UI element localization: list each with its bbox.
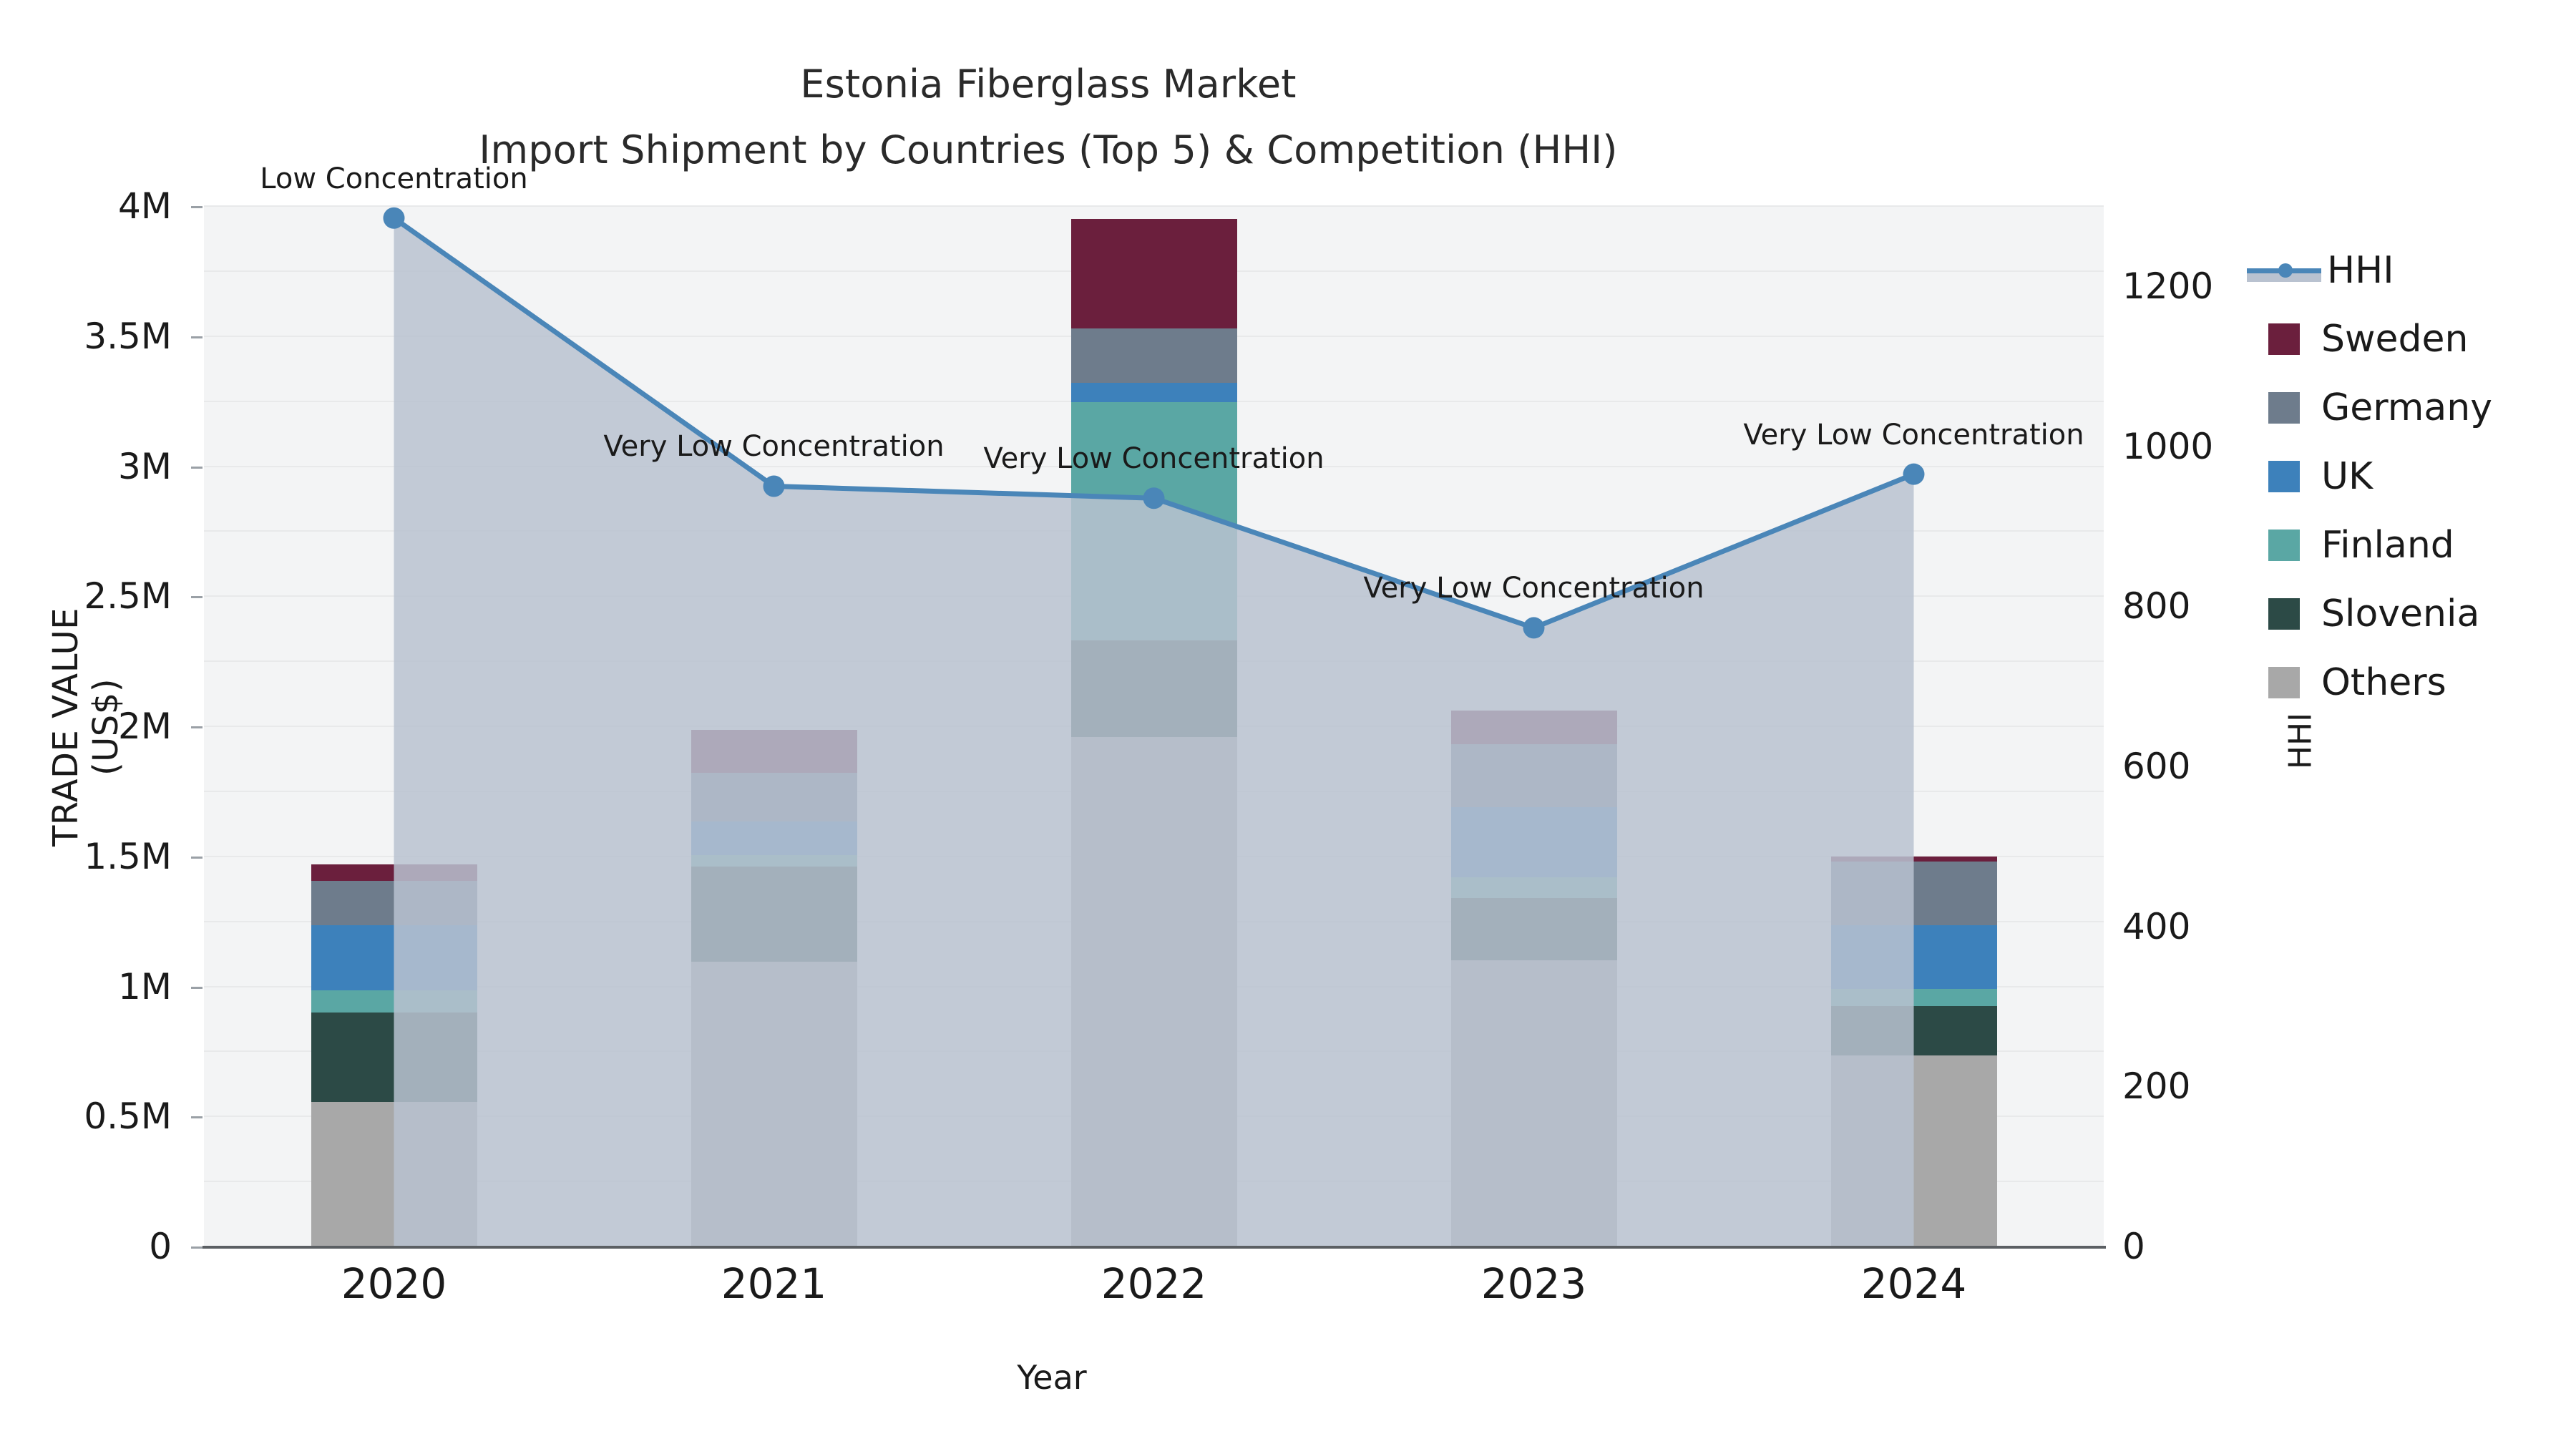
x-axis-line (203, 1246, 2106, 1249)
y-axis-left-tickmark (191, 596, 203, 599)
hhi-annotation-label: Low Concentration (260, 162, 528, 195)
hhi-annotation-label: Very Low Concentration (603, 430, 945, 464)
legend-item-label: HHI (2327, 249, 2394, 292)
y-axis-right-tick-label: 0 (2122, 1226, 2145, 1267)
legend-color-swatch (2268, 598, 2300, 630)
x-axis-tick-label: 2023 (1480, 1259, 1587, 1308)
legend-item-label: Finland (2321, 524, 2454, 567)
legend-color-swatch (2268, 323, 2300, 355)
y-axis-right-tick-label: 400 (2122, 905, 2191, 947)
legend-item-finland[interactable]: Finland (2268, 511, 2569, 580)
legend-item-slovenia[interactable]: Slovenia (2268, 580, 2569, 648)
x-axis-tick-label: 2021 (721, 1259, 827, 1308)
hhi-line-svg (383, 207, 1925, 1246)
legend-item-hhi[interactable]: HHI (2247, 236, 2569, 305)
legend-item-label: Germany (2321, 386, 2493, 429)
legend-color-swatch (2268, 461, 2300, 492)
chart-title-line-2: Import Shipment by Countries (Top 5) & C… (479, 127, 1618, 172)
y-axis-right-tick-label: 1200 (2122, 265, 2214, 307)
hhi-data-point[interactable] (383, 207, 405, 229)
x-axis-tick-label: 2020 (341, 1259, 447, 1308)
y-axis-left-tick-label: 3M (118, 445, 172, 487)
chart-legend: HHI Sweden Germany UK Finland Slovenia Others (2247, 236, 2569, 717)
y-axis-left-label: TRADE VALUE (US$) (46, 607, 126, 847)
legend-line-icon (2247, 255, 2321, 286)
hhi-annotation-label: Very Low Concentration (983, 442, 1324, 476)
y-axis-left-tickmark (191, 336, 203, 338)
legend-item-label: Sweden (2321, 318, 2469, 361)
hhi-area-and-line (204, 206, 2104, 1246)
y-axis-left-tick-label: 1.5M (84, 835, 172, 877)
bar-segment[interactable] (1070, 383, 1237, 403)
legend-item-label: UK (2321, 455, 2373, 498)
plot-area: Low Concentration Very Low Concentration V… (204, 162, 2104, 1247)
y-axis-left-tick-label: 1M (118, 965, 172, 1008)
hhi-data-point[interactable] (1903, 463, 1925, 485)
y-axis-right-tick-label: 200 (2122, 1065, 2191, 1108)
hhi-data-point[interactable] (1143, 487, 1165, 509)
y-axis-left-tickmark (191, 1246, 203, 1249)
y-axis-left-tick-label: 2.5M (84, 575, 172, 618)
y-axis-right-tick-label: 1000 (2122, 425, 2214, 467)
y-axis-left-tickmark (191, 856, 203, 859)
y-axis-right-tick-label: 600 (2122, 745, 2191, 787)
legend-item-label: Slovenia (2321, 592, 2480, 635)
y-axis-right-tick-label: 800 (2122, 585, 2191, 628)
legend-color-swatch (2268, 530, 2300, 561)
y-axis-left-tickmark (191, 466, 203, 469)
y-axis-left-tick-label: 0 (149, 1226, 172, 1267)
x-axis-label: Year (1017, 1358, 1087, 1397)
legend-item-uk[interactable]: UK (2268, 442, 2569, 511)
y-axis-left-tickmark (191, 986, 203, 989)
legend-item-others[interactable]: Others (2268, 648, 2569, 717)
y-axis-left-tick-label: 2M (118, 706, 172, 747)
y-axis-left-tickmark (191, 1116, 203, 1119)
hhi-area-fill (394, 218, 1914, 1246)
y-axis-left-tickmark (191, 726, 203, 728)
hhi-data-point[interactable] (763, 475, 785, 497)
y-axis-left-tick-label: 4M (118, 185, 172, 227)
y-axis-left-tick-label: 0.5M (84, 1096, 172, 1138)
y-axis-left-tick-label: 3.5M (84, 315, 172, 357)
hhi-data-point[interactable] (1523, 617, 1545, 639)
bar-segment[interactable] (1070, 219, 1237, 328)
y-axis-left-tickmark (191, 206, 203, 208)
x-axis-tick-label: 2022 (1101, 1259, 1207, 1308)
hhi-annotation-label: Very Low Concentration (1363, 572, 1704, 605)
hhi-annotation-label: Very Low Concentration (1743, 418, 2084, 452)
legend-color-swatch (2268, 392, 2300, 424)
x-axis-tick-label: 2024 (1860, 1259, 1967, 1308)
legend-color-swatch (2268, 667, 2300, 698)
legend-item-germany[interactable]: Germany (2268, 374, 2569, 442)
legend-item-label: Others (2321, 661, 2446, 704)
chart-title: Estonia Fiberglass Market Import Shipmen… (0, 52, 2097, 183)
legend-item-sweden[interactable]: Sweden (2268, 305, 2569, 374)
chart-title-line-1: Estonia Fiberglass Market (800, 62, 1297, 107)
bar-segment[interactable] (1070, 328, 1237, 384)
gridline (204, 205, 2104, 207)
